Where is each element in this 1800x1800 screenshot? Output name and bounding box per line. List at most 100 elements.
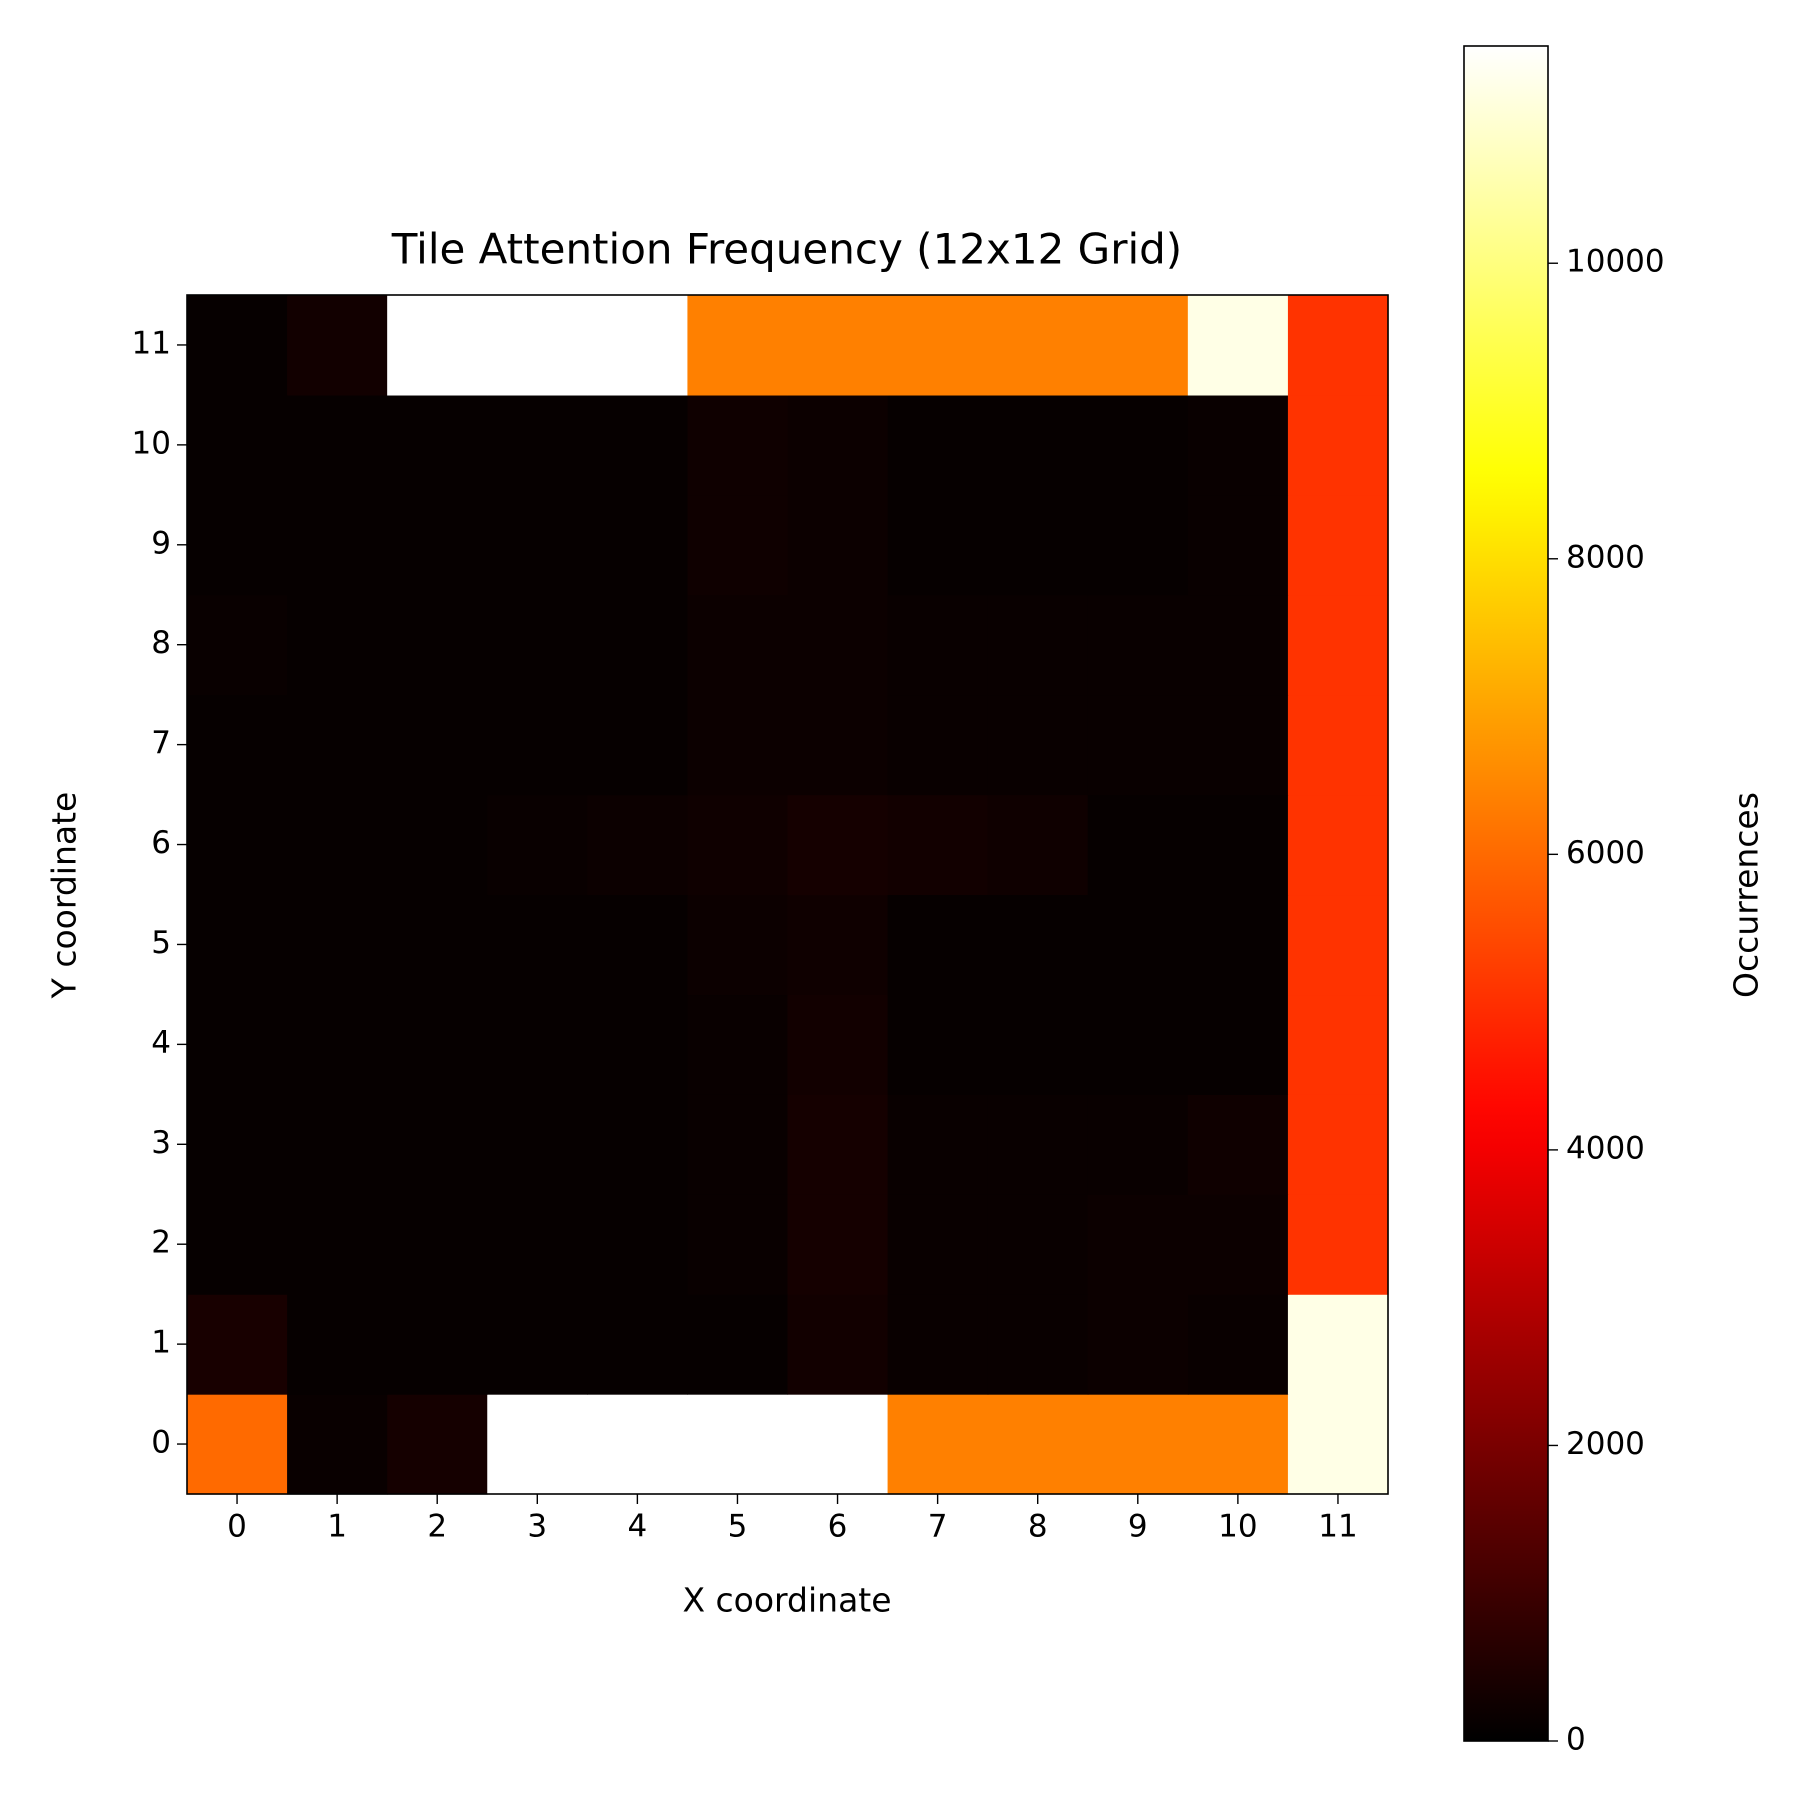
heatmap-cell (387, 295, 488, 396)
heatmap-cell (387, 594, 488, 696)
heatmap-cell (1087, 694, 1189, 796)
heatmap-cell (787, 1194, 889, 1295)
heatmap-cell (387, 894, 488, 996)
x-tick-label: 2 (427, 1509, 447, 1545)
heatmap-cell (1087, 494, 1189, 596)
heatmap-cell (687, 1194, 789, 1295)
heatmap-cell (887, 394, 989, 496)
heatmap-cell (787, 894, 889, 996)
heatmap-cell (987, 794, 1089, 896)
heatmap-cell (787, 494, 889, 596)
heatmap-cell (1087, 1394, 1189, 1495)
heatmap-cell (387, 494, 488, 596)
heatmap-cell (487, 394, 588, 496)
heatmap-cell (887, 694, 989, 796)
y-tick-label: 6 (151, 825, 171, 861)
heatmap-cell (187, 894, 288, 996)
heatmap-cell (187, 1394, 288, 1495)
heatmap-cell (487, 794, 588, 896)
heatmap-cell (987, 295, 1089, 396)
x-tick-label: 11 (1318, 1509, 1357, 1545)
x-tick-label: 9 (1128, 1509, 1148, 1545)
heatmap-cell (387, 1394, 488, 1495)
heatmap-cell (587, 494, 689, 596)
heatmap-cell (987, 694, 1089, 796)
heatmap-cell (1287, 1394, 1389, 1495)
heatmap-cell (887, 494, 989, 596)
heatmap-cell (1187, 894, 1289, 996)
heatmap-cell (487, 894, 588, 996)
heatmap-cell (787, 594, 889, 696)
heatmap-cell (487, 494, 588, 596)
colorbar-tick-label: 8000 (1566, 539, 1645, 575)
heatmap-cell (1187, 295, 1289, 396)
heatmap-cell (987, 1394, 1089, 1495)
heatmap-cell (687, 1294, 789, 1395)
heatmap-cell (887, 894, 989, 996)
heatmap-cell (687, 994, 789, 1095)
heatmap-cell (287, 994, 388, 1095)
heatmap-cell (1087, 794, 1189, 896)
heatmap-cell (1287, 1094, 1389, 1195)
x-tick-label: 7 (928, 1509, 948, 1545)
heatmap-cell (1187, 594, 1289, 696)
heatmap-cell (287, 1194, 388, 1295)
heatmap-cell (287, 594, 388, 696)
heatmap-cell (587, 1294, 689, 1395)
heatmap-cell (687, 295, 789, 396)
x-tick-label: 5 (728, 1509, 748, 1545)
heatmap-cell (587, 1194, 689, 1295)
heatmap-cell (787, 1094, 889, 1195)
heatmap-cell (1187, 1394, 1289, 1495)
heatmap-cell (1087, 295, 1189, 396)
heatmap-cell (487, 594, 588, 696)
heatmap-cell (687, 894, 789, 996)
heatmap-cell (187, 1294, 288, 1395)
y-tick-label: 4 (151, 1025, 171, 1061)
x-tick-label: 0 (227, 1509, 247, 1545)
heatmap-cell (787, 694, 889, 796)
heatmap-cell (287, 894, 388, 996)
chart-title: Tile Attention Frequency (12x12 Grid) (391, 225, 1182, 274)
colorbar-tick-label: 0 (1566, 1722, 1586, 1758)
y-axis-label: Y coordinate (45, 792, 84, 1000)
heatmap-cell (1087, 1094, 1189, 1195)
heatmap-cell (287, 295, 388, 396)
heatmap-cell (1287, 1194, 1389, 1295)
heatmap-cell (1187, 994, 1289, 1095)
heatmap-cell (587, 1394, 689, 1495)
colorbar-tick-label: 6000 (1566, 835, 1645, 871)
heatmap-cell (587, 694, 689, 796)
heatmap-cell (987, 1294, 1089, 1395)
colorbar-tick-label: 2000 (1566, 1426, 1645, 1462)
heatmap-cell (1287, 494, 1389, 596)
heatmap-cell (1187, 794, 1289, 896)
heatmap-cell (987, 994, 1089, 1095)
heatmap-cell (887, 1194, 989, 1295)
heatmap-cell (1187, 1294, 1289, 1395)
y-tick-label: 7 (151, 725, 171, 761)
heatmap-cell (287, 1394, 388, 1495)
heatmap-cell (1287, 994, 1389, 1095)
heatmap-cell (1087, 394, 1189, 496)
heatmap-cell (1187, 1194, 1289, 1295)
y-tick-label: 2 (151, 1225, 171, 1261)
colorbar-label: Occurrences (1727, 792, 1766, 998)
heatmap-cell (187, 594, 288, 696)
heatmap-cell (687, 694, 789, 796)
heatmap-cell (787, 394, 889, 496)
heatmap-cell (487, 1394, 588, 1495)
heatmap-cell (1187, 494, 1289, 596)
heatmap-cell (187, 295, 288, 396)
heatmap-cell (987, 894, 1089, 996)
heatmap-cell (1087, 594, 1189, 696)
y-tick-label: 5 (151, 925, 171, 961)
heatmap-cell (987, 1094, 1089, 1195)
heatmap-cell (187, 694, 288, 796)
heatmap-cell (687, 1394, 789, 1495)
x-tick-label: 1 (327, 1509, 347, 1545)
y-tick-label: 3 (151, 1125, 171, 1161)
heatmap-cell (187, 394, 288, 496)
plot-frame (186, 294, 1389, 1495)
heatmap-cell (987, 494, 1089, 596)
